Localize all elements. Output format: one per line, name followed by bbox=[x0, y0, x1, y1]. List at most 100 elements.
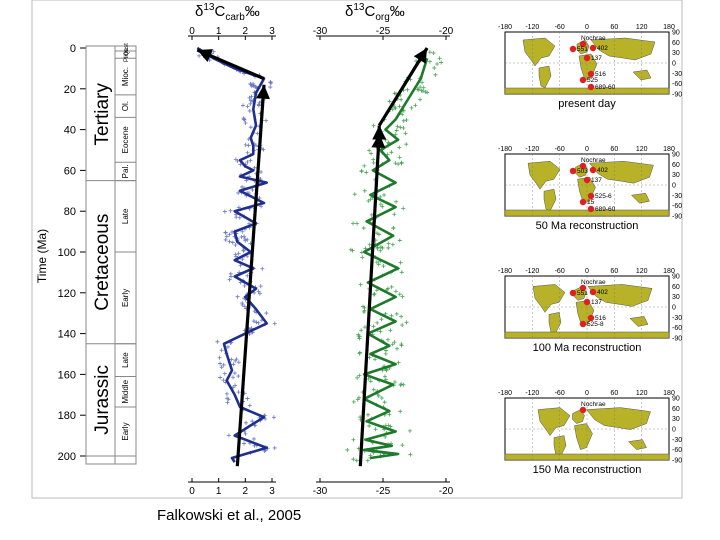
org-data-point bbox=[385, 152, 390, 157]
epoch-label: Mioc. bbox=[121, 67, 130, 86]
map-x-tick-label: -180 bbox=[498, 146, 512, 153]
drill-site-label: 137 bbox=[591, 177, 602, 184]
org-arrowhead bbox=[372, 125, 387, 140]
drill-site-marker bbox=[589, 166, 597, 174]
carb-data-point bbox=[268, 79, 273, 84]
citation: Falkowski et al., 2005 bbox=[157, 507, 302, 524]
carb-data-point bbox=[261, 147, 266, 152]
org-data-point bbox=[397, 145, 402, 150]
org-data-point bbox=[397, 104, 402, 109]
org-data-point bbox=[388, 424, 393, 429]
drill-site-marker bbox=[569, 289, 577, 297]
org-data-point bbox=[364, 170, 369, 175]
org-data-point bbox=[365, 458, 370, 463]
org-data-point bbox=[389, 284, 394, 289]
carb-data-point bbox=[272, 445, 277, 450]
org-data-point bbox=[398, 409, 403, 414]
drill-site-label: Nochrae bbox=[581, 157, 606, 164]
org-data-point bbox=[375, 231, 380, 236]
carb-data-point bbox=[256, 102, 261, 107]
continent-shape bbox=[574, 423, 593, 450]
carb-data-point bbox=[247, 403, 252, 408]
org-data-point bbox=[382, 192, 387, 197]
carb-data-point bbox=[221, 378, 226, 383]
org-data-point bbox=[418, 97, 423, 102]
org-data-point bbox=[372, 357, 377, 362]
map-y-tick-label: 60 bbox=[672, 406, 680, 413]
carb-data-point bbox=[260, 266, 265, 271]
map-x-tick-label: 60 bbox=[610, 390, 618, 397]
org-data-point bbox=[401, 118, 406, 123]
drill-site-marker bbox=[579, 76, 587, 84]
drill-site-marker bbox=[589, 288, 597, 296]
carb-data-point bbox=[244, 420, 249, 425]
org-arrowhead bbox=[413, 48, 428, 64]
continent-shape bbox=[586, 407, 651, 430]
carb-data-point bbox=[243, 431, 248, 436]
map-x-tick-label: -180 bbox=[498, 24, 512, 31]
org-trend-arrow bbox=[377, 47, 429, 127]
continent-shape bbox=[537, 407, 571, 437]
org-data-point bbox=[351, 437, 356, 442]
map-x-tick-label: -120 bbox=[525, 268, 539, 275]
continent-shape bbox=[632, 69, 652, 81]
drill-site-marker bbox=[579, 198, 587, 206]
org-data-point bbox=[407, 428, 412, 433]
y-tick-label: 140 bbox=[58, 329, 76, 341]
org-data-point bbox=[396, 162, 401, 167]
map-x-tick-label: 60 bbox=[610, 268, 618, 275]
carb-data-point bbox=[249, 94, 254, 99]
carb-data-point bbox=[256, 289, 261, 294]
carb-data-point bbox=[231, 375, 236, 380]
era-label: Jurassic bbox=[92, 365, 113, 435]
map-caption: present day bbox=[558, 98, 616, 110]
carb-data-point bbox=[252, 165, 257, 170]
carb-data-point bbox=[217, 355, 222, 360]
org-data-point bbox=[416, 87, 421, 92]
carb-data-point bbox=[240, 257, 245, 262]
carb-data-point bbox=[233, 242, 238, 247]
org-data-point bbox=[383, 348, 388, 353]
org-data-point bbox=[394, 128, 399, 133]
epoch-label: Late bbox=[121, 352, 130, 368]
org-data-point bbox=[367, 148, 372, 153]
drill-site-label: 15 bbox=[587, 199, 595, 206]
map-x-tick-label: 120 bbox=[636, 146, 648, 153]
org-data-point bbox=[371, 387, 376, 392]
org-data-point bbox=[439, 60, 444, 65]
org-data-point bbox=[421, 85, 426, 90]
map-y-tick-label: -60 bbox=[672, 325, 682, 332]
org-x-tick-label: -20 bbox=[439, 486, 454, 497]
carb-data-point bbox=[221, 362, 226, 367]
drill-site-label: 551 bbox=[577, 46, 588, 53]
drill-site-label: 402 bbox=[597, 289, 608, 296]
org-data-point bbox=[352, 192, 357, 197]
org-data-point bbox=[399, 270, 404, 275]
org-data-point bbox=[362, 163, 367, 168]
org-data-point bbox=[366, 376, 371, 381]
carb-data-point bbox=[257, 291, 262, 296]
map-y-tick-label: -30 bbox=[672, 315, 682, 322]
y-tick-label: 40 bbox=[64, 125, 76, 137]
map-y-tick-label: -90 bbox=[672, 214, 682, 221]
paleogeography-maps: -180 -120 -60 0 60 120 1809060300-30-60-90Noch… bbox=[498, 24, 682, 476]
map-x-tick-label: -60 bbox=[555, 268, 565, 275]
carb-data-point bbox=[242, 283, 247, 288]
map-y-tick-label: 60 bbox=[672, 162, 680, 169]
carb-data-point bbox=[243, 238, 248, 243]
map-y-tick-label: 0 bbox=[672, 305, 676, 312]
org-data-point bbox=[385, 337, 390, 342]
map-x-tick-label: 120 bbox=[636, 24, 648, 31]
org-data-point bbox=[400, 294, 405, 299]
org-x-tick-label: -30 bbox=[313, 486, 328, 497]
carb-data-point bbox=[197, 53, 202, 58]
org-data-point bbox=[372, 292, 377, 297]
org-x-tick-label: -25 bbox=[376, 486, 391, 497]
carb-data-point bbox=[271, 415, 276, 420]
map-y-tick-label: 30 bbox=[672, 416, 680, 423]
org-data-point bbox=[386, 241, 391, 246]
carb-trend-arrow bbox=[235, 84, 266, 467]
carb-x-tick-label: 2 bbox=[243, 486, 249, 497]
carb-data-point bbox=[247, 108, 252, 113]
